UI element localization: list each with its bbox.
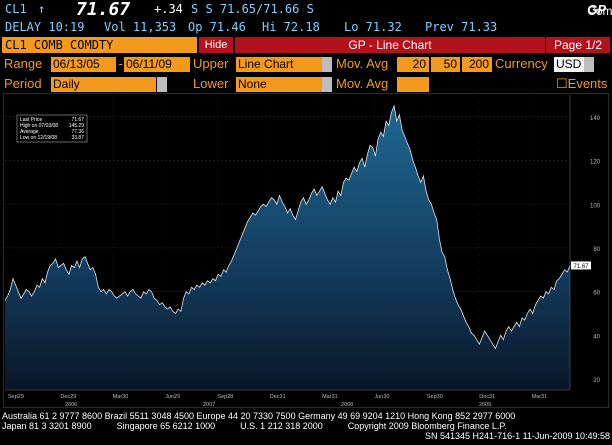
ticker-symbol[interactable]: CL1 [5,2,27,16]
checkbox-icon[interactable]: ☐ [556,76,568,91]
lower-dropdown-icon[interactable] [322,77,332,92]
period-label: Period [4,76,42,91]
lower-chart-select[interactable]: None [236,77,322,92]
legend-value-0: 71.67 [71,117,84,123]
up-arrow-icon: ↑ [38,2,46,16]
legend-label-0: Last Price [20,117,42,123]
price-legend: Last Price 71.67 High on 07/03/08 145.29 Ave… [16,114,88,143]
events-toggle[interactable]: ☐Events [556,76,607,92]
year-label-2009: 2009 [479,402,491,408]
hide-button[interactable]: Hide [199,37,233,53]
y-tick-label-100: 100 [590,203,601,209]
function-title: GP - Line Chart [235,37,545,53]
legend-value-1: 145.29 [69,123,85,129]
price-line [4,104,571,350]
quote-header: CL1 ↑ 71.67 +.34 S S 71.65/71.66 S Comdt… [0,0,612,20]
legend-label-2: Average [20,129,39,135]
x-tick-label-5: Dec31 [270,394,286,400]
footer-serial: SN 541345 H241-716-1 11-Jun-2009 10:49:5… [425,431,610,441]
last-price-tag-box [571,261,591,270]
x-tick-label-3: Jun29 [165,394,180,400]
year-label-2008: 2008 [341,402,353,408]
mov-avg-label: Mov. Avg [336,56,389,71]
brand-comdty: Comdty [587,4,612,18]
x-tick-label-7: Jun30 [375,394,390,400]
bid-ask: S S 71.65/71.66 S [191,2,314,16]
x-axis: Sep29 Dec29 Mar30 Jun29 Sep28 Dec31 Mar31 Jun30… [5,389,570,408]
page-indicator[interactable]: Page 1/2 [546,37,610,53]
end-date-field[interactable]: 06/11/09 [124,57,190,72]
last-price-tag: 71.67 [571,261,591,270]
prev-price: Prev 71.33 [425,20,498,34]
quote-stats: DELAY 10:19 Vol 11,353 Op 71.46 Hi 72.18… [0,19,612,36]
volume: Vol 11,353 [104,20,177,34]
x-tick-label-9: Dec31 [479,394,495,400]
open-price: Op 71.46 [188,20,246,34]
x-tick-label-10: Mar31 [532,394,548,400]
x-tick-label-2: Mar30 [113,394,129,400]
lower-mov-avg-field[interactable] [397,77,429,92]
range-label: Range [4,56,43,71]
mov-avg-3-field[interactable]: 200 [462,57,492,72]
currency-label: Currency [495,56,548,71]
low-price: Lo 71.32 [344,20,402,34]
y-tick-label-80: 80 [593,247,600,253]
comdty-gp-brand: ComdtyGP [587,2,612,18]
title-bar: CL1 COMB COMDTY Hide GP - Line Chart Pag… [0,37,612,54]
x-tick-label-6: Mar31 [322,394,338,400]
x-tick-label-1: Dec29 [60,394,76,400]
price-area [5,105,570,391]
range-dash: - [117,57,125,71]
y-tick-label-140: 140 [590,116,601,122]
last-price: 71.67 [76,0,131,20]
x-tick-label-0: Sep29 [8,394,24,400]
upper-dropdown-icon[interactable] [322,57,332,72]
x-tick-label-8: Sep30 [427,394,443,400]
y-tick-label-40: 40 [593,334,600,340]
high-price: Hi 72.18 [262,20,320,34]
legend-value-3: 33.87 [71,135,84,141]
brand-gp: GP [587,2,606,17]
period-dropdown-icon[interactable] [157,77,167,92]
y-tick-label-20: 20 [593,378,600,384]
y-tick-label-60: 60 [593,291,600,297]
price-change: +.34 [154,2,183,16]
year-label-2007: 2007 [203,402,215,408]
lower-mov-avg-label: Mov. Avg [336,76,389,91]
upper-label: Upper [193,56,229,71]
legend-label-1: High on 07/03/08 [20,123,58,129]
y-tick-label-120: 120 [590,160,601,166]
events-label: Events [567,76,608,91]
security-field[interactable]: CL1 COMB COMDTY [2,37,197,53]
currency-field[interactable]: USD [554,57,584,72]
currency-dropdown-icon[interactable] [584,57,594,72]
footer-contacts-1: Australia 61 2 9777 8600 Brazil 5511 304… [2,411,516,421]
mov-avg-1-field[interactable]: 20 [397,57,429,72]
legend-label-3: Low on 12/19/08 [20,135,57,141]
x-tick-label-4: Sep28 [217,394,233,400]
last-price-tag-text: 71.67 [573,264,589,270]
year-label-2006: 2006 [65,402,77,408]
start-date-field[interactable]: 06/13/05 [51,57,116,72]
period-select[interactable]: Daily [51,77,156,92]
legend-frame [16,114,88,143]
lower-label: Lower [193,76,229,91]
legend-value-2: 77.36 [71,129,84,135]
y-axis: 20 40 60 80 100 120 140 [569,95,601,390]
delay-time: DELAY 10:19 [5,20,85,34]
mov-avg-2-field[interactable]: 50 [431,57,460,72]
upper-chart-select[interactable]: Line Chart [236,57,322,72]
footer-contacts-2: Japan 81 3 3201 8900 Singapore 65 6212 1… [2,421,507,431]
